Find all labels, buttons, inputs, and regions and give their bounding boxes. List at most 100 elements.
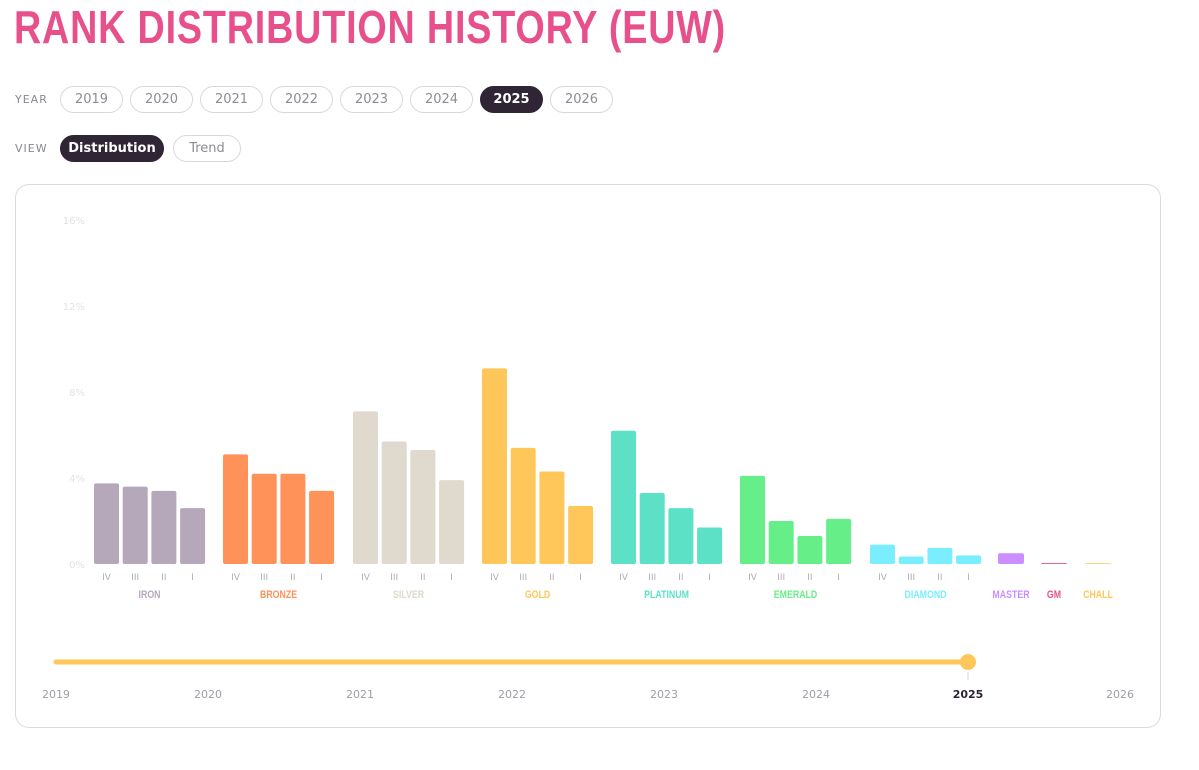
year-pill-2023[interactable]: 2023 [340, 86, 403, 113]
tier-label-bronze: BRONZE [260, 589, 297, 601]
bar-diamond-iii[interactable] [898, 556, 924, 564]
timeline-year-label[interactable]: 2021 [346, 688, 374, 701]
bar-emerald-iii[interactable] [768, 521, 794, 564]
division-label: II [678, 573, 683, 583]
tier-label-diamond: DIAMOND [905, 589, 947, 601]
bar-bronze-iv[interactable] [223, 454, 248, 564]
timeline-year-label[interactable]: 2025 [953, 688, 984, 701]
bar-bronze-iii[interactable] [251, 473, 277, 564]
division-label: I [450, 573, 453, 583]
bar-diamond-ii[interactable] [927, 547, 953, 564]
bars-group [94, 368, 1111, 564]
year-pill-2026[interactable]: 2026 [550, 86, 613, 113]
bar-emerald-iv[interactable] [740, 475, 765, 564]
bar-platinum-ii[interactable] [668, 508, 694, 564]
tier-label-gm: GM [1047, 589, 1061, 601]
bar-master[interactable] [998, 553, 1024, 564]
y-tick-label: 16% [63, 216, 85, 227]
bar-emerald-i[interactable] [826, 518, 852, 564]
bar-gold-i[interactable] [568, 505, 594, 564]
bar-silver-iii[interactable] [381, 441, 407, 564]
timeline-year-label[interactable]: 2020 [194, 688, 222, 701]
bar-platinum-iii[interactable] [639, 493, 665, 564]
division-label: I [837, 573, 840, 583]
tier-label-silver: SILVER [393, 589, 424, 601]
division-label: III [519, 573, 527, 583]
bar-diamond-iv[interactable] [870, 544, 895, 564]
bar-bronze-ii[interactable] [280, 473, 306, 564]
division-label: IV [102, 573, 112, 583]
division-label: IV [231, 573, 241, 583]
division-label: II [161, 573, 166, 583]
year-filter: YEAR 2019 2020 2021 2022 2023 2024 2025 … [15, 86, 620, 113]
bar-diamond-i[interactable] [956, 555, 982, 564]
year-filter-label: YEAR [15, 93, 48, 106]
y-axis: 0% 4% 8% 12% 16% [63, 216, 85, 571]
year-pill-2022[interactable]: 2022 [270, 86, 333, 113]
bar-iron-i[interactable] [180, 508, 206, 564]
tier-label-iron: IRON [139, 589, 161, 601]
division-label: III [648, 573, 656, 583]
division-label: III [390, 573, 398, 583]
bar-iron-iii[interactable] [122, 486, 148, 564]
division-label: I [320, 573, 323, 583]
year-pill-2019[interactable]: 2019 [60, 86, 123, 113]
division-label: IV [361, 573, 371, 583]
year-pill-2021[interactable]: 2021 [200, 86, 263, 113]
division-label: II [420, 573, 425, 583]
bar-gold-iv[interactable] [482, 368, 507, 564]
bar-gold-ii[interactable] [539, 471, 565, 564]
division-label: IV [619, 573, 629, 583]
division-label: I [708, 573, 711, 583]
division-label: IV [490, 573, 500, 583]
bar-gold-iii[interactable] [510, 447, 536, 564]
bar-silver-i[interactable] [439, 480, 465, 564]
bar-gm[interactable] [1041, 563, 1067, 564]
year-pill-2025[interactable]: 2025 [480, 86, 543, 113]
y-tick-label: 4% [69, 474, 85, 485]
division-label: I [967, 573, 970, 583]
tier-label-gold: GOLD [525, 589, 550, 601]
division-label: II [937, 573, 942, 583]
y-tick-label: 0% [69, 560, 85, 571]
division-label: II [807, 573, 812, 583]
division-label: IV [748, 573, 758, 583]
division-label: III [260, 573, 268, 583]
division-label: II [549, 573, 554, 583]
tier-label-platinum: PLATINUM [644, 589, 689, 601]
bar-chall[interactable] [1085, 563, 1111, 564]
year-pill-2024[interactable]: 2024 [410, 86, 473, 113]
bar-bronze-i[interactable] [309, 490, 335, 564]
view-filter: VIEW Distribution Trend [15, 135, 248, 162]
timeline-year-label[interactable]: 2024 [802, 688, 830, 701]
timeline-year-label[interactable]: 2019 [42, 688, 70, 701]
timeline-year-label[interactable]: 2022 [498, 688, 526, 701]
tier-label-chall: CHALL [1083, 589, 1113, 601]
view-trend-button[interactable]: Trend [173, 135, 241, 162]
view-filter-label: VIEW [15, 142, 48, 155]
bar-platinum-iv[interactable] [611, 430, 636, 564]
timeline-handle[interactable] [960, 654, 976, 670]
year-pill-2020[interactable]: 2020 [130, 86, 193, 113]
division-label: I [191, 573, 194, 583]
bar-silver-iv[interactable] [353, 411, 378, 564]
bar-silver-ii[interactable] [410, 450, 436, 564]
bar-platinum-i[interactable] [697, 527, 723, 564]
division-label: III [907, 573, 915, 583]
tier-label-emerald: EMERALD [774, 589, 817, 601]
y-tick-label: 8% [69, 388, 85, 399]
timeline-year-label[interactable]: 2023 [650, 688, 678, 701]
view-distribution-button[interactable]: Distribution [60, 135, 164, 162]
division-label: II [290, 573, 295, 583]
bar-iron-ii[interactable] [151, 490, 177, 564]
bar-iron-iv[interactable] [94, 483, 119, 564]
timeline-year-label[interactable]: 2026 [1106, 688, 1134, 701]
division-label: III [777, 573, 785, 583]
year-timeline-slider[interactable]: 2019 2020 2021 2022 2023 2024 2025 2026 [42, 654, 1134, 701]
y-tick-label: 12% [63, 302, 85, 313]
division-label: IV [878, 573, 888, 583]
bar-emerald-ii[interactable] [797, 536, 823, 564]
tier-label-master: MASTER [992, 589, 1029, 601]
